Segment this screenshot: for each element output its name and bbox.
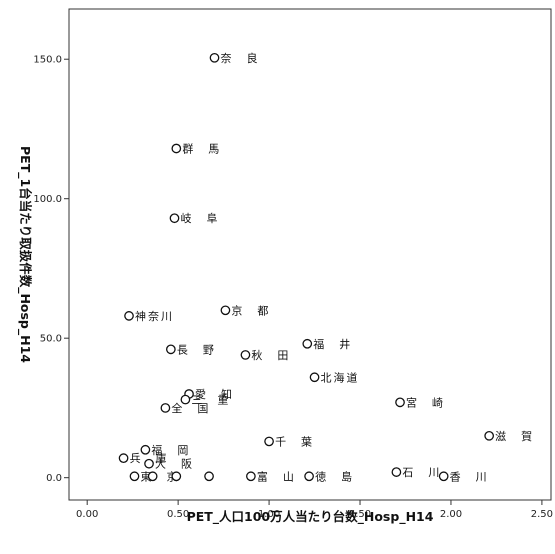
point-label: 千 葉 bbox=[275, 434, 314, 448]
data-point bbox=[129, 471, 140, 482]
data-point bbox=[395, 397, 405, 408]
data-point bbox=[438, 471, 449, 482]
point-label: 徳 島 bbox=[315, 469, 354, 483]
x-tick-label: 0.50 bbox=[167, 509, 189, 520]
y-tick-label: 100.0 bbox=[33, 194, 62, 205]
point-label: 福 井 bbox=[313, 337, 352, 351]
point-label: 兵 庫 bbox=[130, 451, 169, 465]
data-point bbox=[309, 372, 320, 383]
point-label: 長 野 bbox=[177, 343, 216, 356]
data-point bbox=[264, 436, 274, 447]
plot-frame bbox=[68, 8, 552, 501]
y-axis: 0.0 50.0 100.0 150.0 bbox=[33, 55, 69, 484]
data-point bbox=[166, 344, 176, 355]
data-point bbox=[171, 471, 182, 482]
x-tick-label: 1.50 bbox=[349, 509, 371, 520]
point-label: 奈 良 bbox=[221, 51, 260, 65]
data-point bbox=[220, 305, 231, 316]
point-label: 全 国 bbox=[171, 401, 210, 415]
point-label: 京 都 bbox=[231, 303, 270, 317]
data-point bbox=[169, 213, 180, 224]
x-axis: 0.00 0.50 1.00 1.50 2.00 2.50 bbox=[76, 500, 553, 520]
data-point bbox=[160, 403, 171, 413]
x-axis-title: PET_人口100万人当たり台数_Hosp_H14 bbox=[187, 509, 434, 525]
data-point bbox=[147, 471, 158, 482]
y-tick-label: 150.0 bbox=[33, 55, 62, 66]
point-label: 三 重 bbox=[191, 393, 230, 407]
data-point bbox=[140, 444, 151, 455]
x-tick-label: 2.00 bbox=[440, 509, 462, 520]
x-tick-label: 1.00 bbox=[258, 509, 280, 520]
data-point bbox=[391, 467, 402, 477]
data-point bbox=[124, 311, 134, 321]
data-point bbox=[118, 453, 129, 464]
data-point bbox=[204, 471, 214, 482]
y-axis-title: PET_1台当たり取扱件数_Hosp_H14 bbox=[17, 146, 33, 363]
data-point bbox=[484, 430, 495, 441]
y-tick-label: 0.0 bbox=[46, 473, 62, 484]
point-label: 群 馬 bbox=[182, 141, 221, 155]
point-label: 北海道 bbox=[321, 370, 360, 384]
point-label: 富 山 bbox=[257, 469, 296, 483]
data-point bbox=[302, 338, 313, 349]
point-label: 大 阪 bbox=[155, 457, 194, 471]
point-label: 宮 崎 bbox=[406, 395, 445, 409]
data-point bbox=[209, 52, 220, 63]
data-point bbox=[144, 458, 154, 469]
data-point bbox=[246, 471, 256, 482]
point-label: 香 川 bbox=[450, 470, 489, 483]
point-label: 石 川 bbox=[402, 466, 441, 479]
point-label: 福 岡 bbox=[151, 443, 190, 457]
point-label: 神奈川 bbox=[135, 309, 174, 323]
data-point bbox=[304, 471, 314, 482]
point-label: 滋 賀 bbox=[495, 430, 534, 443]
data-point bbox=[171, 143, 182, 154]
data-point bbox=[180, 394, 191, 405]
point-label: 秋 田 bbox=[251, 348, 290, 362]
x-tick-label: 0.00 bbox=[76, 509, 98, 520]
point-label: 愛 知 bbox=[195, 387, 234, 401]
data-point bbox=[240, 350, 251, 360]
point-label: 岐 阜 bbox=[180, 212, 219, 225]
y-tick-label: 50.0 bbox=[40, 334, 62, 345]
x-tick-label: 2.50 bbox=[531, 509, 553, 520]
